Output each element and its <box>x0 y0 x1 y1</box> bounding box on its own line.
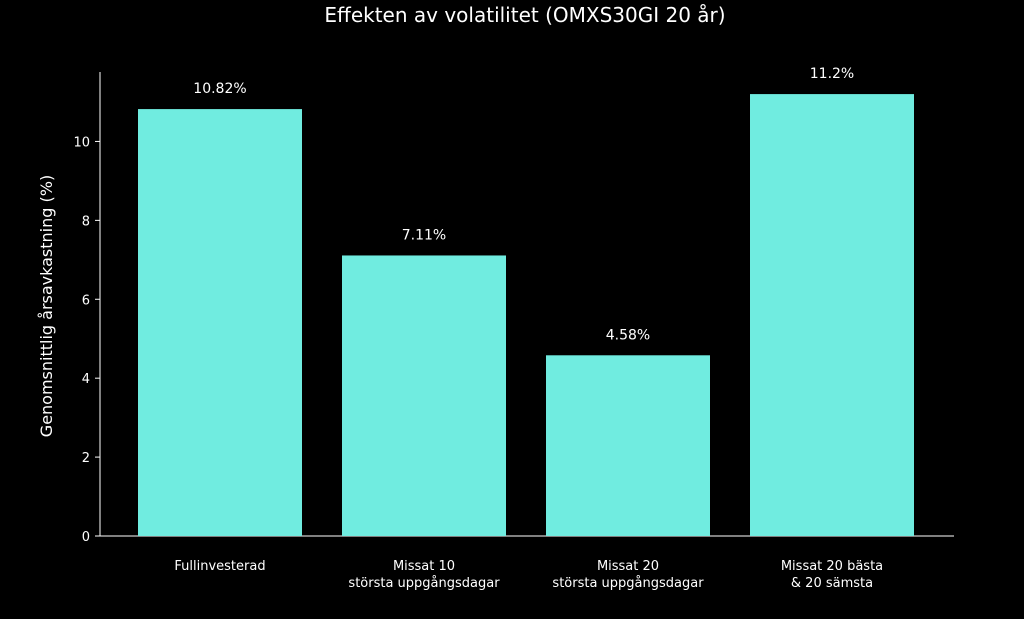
category-label-line: Missat 10 <box>393 559 455 574</box>
bar <box>750 94 914 536</box>
bar-value-label: 4.58% <box>606 327 650 343</box>
bar <box>342 255 506 536</box>
category-label-line: största uppgångsdagar <box>348 576 500 591</box>
bars <box>138 94 914 536</box>
y-tick-label: 4 <box>82 372 90 387</box>
y-tick-label: 8 <box>82 214 90 229</box>
category-label-line: & 20 sämsta <box>791 576 873 591</box>
y-tick-label: 6 <box>82 293 90 308</box>
category-label: Missat 20 bästa & 20 sämsta <box>781 559 883 591</box>
data-labels: 10.82% 7.11% 4.58% 11.2% <box>193 66 854 343</box>
chart-title: Effekten av volatilitet (OMXS30GI 20 år) <box>324 3 725 27</box>
y-ticks: 0 2 4 6 8 10 <box>73 135 100 545</box>
category-label-line: Missat 20 bästa <box>781 559 883 574</box>
category-label: Missat 20 största uppgångsdagar <box>552 559 704 591</box>
bar-value-label: 11.2% <box>810 66 854 82</box>
y-axis-label: Genomsnittlig årsavkastning (%) <box>37 175 56 437</box>
bar-value-label: 7.11% <box>402 227 446 243</box>
category-label-line: Fullinvesterad <box>174 559 265 574</box>
category-label-line: största uppgångsdagar <box>552 576 704 591</box>
y-tick-label: 2 <box>82 451 90 466</box>
y-tick-label: 0 <box>82 530 90 545</box>
bar <box>546 355 710 536</box>
category-label-line: Missat 20 <box>597 559 659 574</box>
category-labels: Fullinvesterad Missat 10 största uppgångsd… <box>174 559 883 591</box>
category-label: Fullinvesterad <box>174 559 265 574</box>
bar-value-label: 10.82% <box>193 81 246 97</box>
y-tick-label: 10 <box>73 135 90 150</box>
bar <box>138 109 302 536</box>
category-label: Missat 10 största uppgångsdagar <box>348 559 500 591</box>
